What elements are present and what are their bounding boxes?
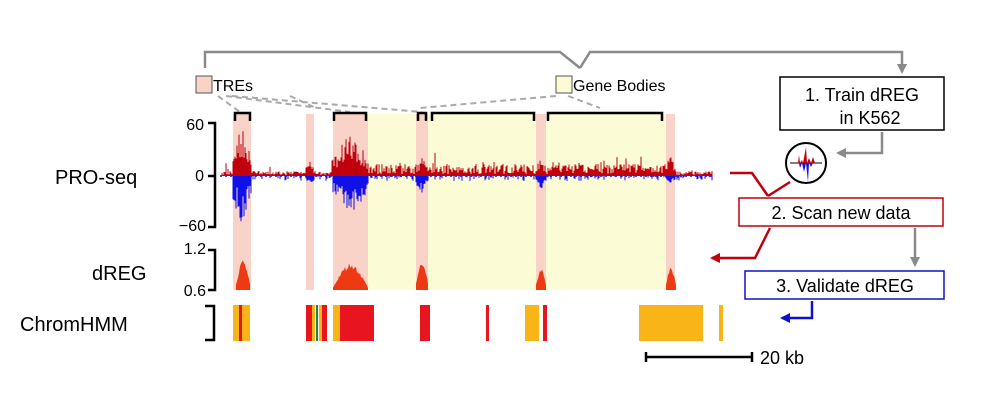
dreg-tick-label: 0.6 [184,283,206,300]
gene-body-bracket [430,111,536,121]
train-step: 1. Train dREG in K562 [779,76,945,131]
chromhmm-state-block [239,305,242,341]
scale-bar: 20 kb [644,348,804,368]
train-step-line2: in K562 [839,108,900,128]
tre-bracket [416,111,428,121]
legend-connectors [217,95,601,113]
tre-legend-swatch [195,75,213,94]
dreg-signal [236,260,676,290]
gene-body-region [428,114,536,290]
tre-region [306,114,314,290]
proseq-axis [208,121,217,229]
tre-region [536,114,546,290]
tre-bracket [332,111,368,121]
proseq-minus-strand [232,176,713,222]
train-step-line1: 1. Train dREG [805,85,919,105]
validate-step-box [744,270,945,300]
chromhmm-state-block [316,305,318,341]
scan-step-label: 2. Scan new data [771,203,911,223]
dreg-axis [208,248,217,292]
tre-region [416,114,428,290]
dreg-peak [536,269,546,290]
gene-body-region [546,114,666,290]
training-flow-arrow [203,50,907,74]
tre-region [666,114,675,290]
tre-legend-label: TREs [213,78,253,95]
dreg-peak [416,264,428,290]
dreg-track: dREG 1.2 0.6 [92,241,676,300]
validate-to-chromhmm-arrow [780,301,814,323]
gene-bodies-legend-label: Gene Bodies [573,78,666,95]
chromhmm-state-block [486,305,489,341]
scale-bar-line [644,352,754,362]
chromhmm-bracket [205,304,216,342]
chromhmm-state-block [525,305,539,341]
legend: TREs Gene Bodies [195,75,666,95]
chromhmm-track: ChromHMM [20,304,723,342]
proseq-tick-label: 60 [186,117,204,134]
region-brackets [233,111,664,121]
gene-body-region [368,114,416,290]
dreg-tick-label: 1.2 [184,241,206,258]
dreg-peak [333,263,368,290]
chromhmm-state-block [639,305,703,341]
dreg-track-label: dREG [92,263,146,285]
scan-arrows [710,171,791,263]
validate-step-label: 3. Validate dREG [776,276,914,296]
proseq-track-label: PRO-seq [55,167,137,189]
dreg-peak [236,260,250,290]
proseq-minus-signal [232,176,713,222]
chromhmm-state-block [333,305,340,341]
tre-bracket [233,111,252,121]
train-to-model-arrow [836,132,884,158]
train-step-box [779,76,945,131]
scale-bar-label: 20 kb [760,348,804,368]
chromhmm-state-block [543,305,547,341]
gene-bodies-legend-swatch [555,75,573,94]
chromhmm-track-label: ChromHMM [20,314,128,336]
chromhmm-state-block [319,305,322,341]
chromhmm-state-block [322,305,327,341]
gene-body-regions [368,114,666,290]
proseq-tick-label: 0 [195,168,204,185]
gene-body-bracket [546,111,664,121]
chromhmm-state-block [340,305,374,341]
mini-signal-icon [785,142,827,184]
proseq-tick-label: −60 [179,218,206,235]
proseq-track: PRO-seq 60 0 −60 [55,117,713,235]
dreg-peak [666,268,676,290]
chromhmm-state-block [719,305,723,341]
proseq-plus-signal [221,131,713,176]
validate-step: 3. Validate dREG [744,270,945,300]
chromhmm-state-block [312,305,315,341]
chromhmm-states [233,305,723,341]
scan-step: 2. Scan new data [738,197,944,227]
chromhmm-state-block [306,305,312,341]
scan-step-box [738,197,944,227]
proseq-plus-strand [221,131,713,176]
chromhmm-state-block [420,305,430,341]
